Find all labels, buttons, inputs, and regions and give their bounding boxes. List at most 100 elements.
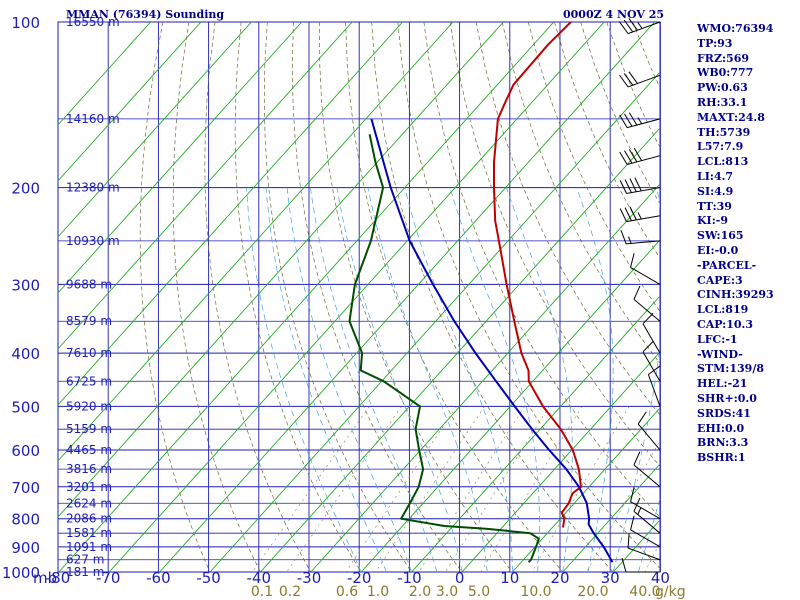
- index-item: TP:93: [697, 36, 733, 50]
- height-label: 9688 m: [66, 277, 112, 291]
- moist-adiabat-line: [638, 497, 660, 572]
- moist-adiabat-line: [310, 187, 438, 572]
- index-item: CAP:10.3: [697, 317, 754, 331]
- isotherm-line: [360, 239, 660, 572]
- wind-barb-half-flag: [637, 22, 643, 29]
- dry-adiabat-line: [397, 22, 660, 569]
- height-label: 5159 m: [66, 422, 112, 436]
- height-label: 8579 m: [66, 314, 112, 328]
- wind-barb-flag: [628, 112, 638, 126]
- index-item: PW:0.63: [697, 81, 748, 95]
- wind-barb-flag: [634, 177, 642, 192]
- index-item: EI:-0.0: [697, 243, 739, 257]
- index-item: SW:165: [697, 229, 744, 243]
- height-label: 2086 m: [66, 512, 112, 526]
- height-label: 6725 m: [66, 374, 112, 388]
- mixing-ratio-tick-label: 40.0: [629, 584, 660, 600]
- wind-barb-flag: [619, 74, 629, 88]
- wind-barb-flag: [619, 114, 628, 128]
- dry-adiabat-line: [172, 22, 261, 572]
- wind-barb-half-flag: [628, 236, 632, 244]
- isotherm-line: [58, 22, 202, 182]
- sounding-datetime: 0000Z 4 NOV 25: [563, 8, 665, 21]
- wind-barb-staff: [637, 423, 661, 451]
- wind-barb-staff: [627, 547, 661, 561]
- wind-barb-flag: [630, 487, 635, 502]
- wind-barb-flag: [628, 149, 638, 163]
- mixing-ratio-tick-label: 0.6: [336, 584, 358, 600]
- pressure-tick-label: 500: [11, 398, 40, 416]
- temperature-tick-label: 30: [601, 569, 620, 587]
- isotherm-line: [209, 71, 660, 572]
- wind-barb-staff: [633, 464, 661, 488]
- wind-barb-staff: [630, 266, 661, 285]
- wind-barb-flag: [628, 18, 638, 31]
- pressure-tick-label: 600: [11, 442, 40, 460]
- index-item: SRDS:41: [697, 406, 751, 420]
- index-item: L57:7.9: [697, 140, 744, 154]
- indices-panel: WMO:76394 TP:93 FRZ:569 WB0:777 PW:0.63 RH:33…: [697, 22, 774, 466]
- thermo-lines: [58, 22, 800, 572]
- moist-adiabat-line: [286, 187, 412, 572]
- index-item: MAXT:24.8: [697, 110, 765, 124]
- wind-barbs: [619, 18, 661, 573]
- wind-barb-flag: [619, 208, 627, 222]
- mixing-ratio-line: [418, 406, 525, 572]
- temperature-tick-label: -30: [297, 569, 322, 587]
- temperature-tick-label: 20: [550, 569, 569, 587]
- index-item: WMO:76394: [697, 22, 774, 35]
- temperature-tick-label: -80: [46, 569, 71, 587]
- wind-barb-flag: [623, 19, 634, 33]
- wind-barb-staff: [627, 74, 661, 88]
- wind-barb-staff: [642, 351, 661, 382]
- dry-adiabat-line: [234, 22, 362, 572]
- wind-barb-staff: [627, 21, 661, 35]
- wind-barb-flag: [619, 151, 628, 165]
- mixing-ratio-tick-label: 0.1: [251, 584, 273, 600]
- dry-adiabat-line: [501, 22, 660, 365]
- isotherm-line: [58, 22, 454, 462]
- wind-barb-flag: [648, 365, 661, 375]
- wind-barb-staff: [630, 529, 661, 548]
- index-item: FRZ:569: [697, 51, 750, 65]
- isotherm-line: [411, 295, 660, 572]
- moist-adiabat-line: [612, 187, 660, 572]
- wind-barb-flag: [637, 411, 647, 425]
- wind-barb-flag: [621, 557, 627, 573]
- moist-adiabat-line: [246, 187, 362, 572]
- index-item: RH:33.1: [697, 95, 748, 109]
- temperature-tick-label: -60: [146, 569, 171, 587]
- dewpoint-line: [348, 134, 540, 563]
- wind-barb-flag: [633, 285, 641, 300]
- mixing-ratio-tick-label: 1.0: [367, 584, 389, 600]
- mixing-ratio-line: [445, 406, 550, 572]
- temperature-tick-label: -40: [247, 569, 272, 587]
- dry-adiabat-line: [789, 22, 800, 572]
- mixing-ratio-tick-label: 5.0: [468, 584, 490, 600]
- wind-barb-flag: [624, 150, 633, 164]
- isotherm-line: [310, 183, 660, 572]
- index-item: -WIND-: [697, 347, 743, 361]
- index-item: EHI:0.0: [697, 421, 745, 435]
- temperature-tick-label: 0: [455, 569, 465, 587]
- height-label: 4465 m: [66, 443, 112, 457]
- height-label: 10930 m: [66, 234, 120, 248]
- temperature-tick-label: -70: [96, 569, 121, 587]
- dry-adiabat-line: [319, 22, 513, 572]
- temperature-tick-label: -10: [397, 569, 422, 587]
- isotherm-line: [58, 22, 504, 518]
- mixing-ratio-tick-label: 10.0: [520, 584, 551, 600]
- wind-barb-staff: [630, 501, 661, 520]
- height-label: 14160 m: [66, 112, 120, 126]
- moist-adiabat-line: [576, 187, 614, 572]
- dry-adiabat-line: [204, 22, 312, 572]
- wind-barb-flag: [624, 179, 632, 193]
- isotherm-line: [58, 22, 252, 238]
- chart-title: MMAN (76394) Sounding: [66, 8, 225, 21]
- pressure-tick-label: 900: [11, 539, 40, 557]
- wind-barb-flag: [629, 206, 637, 221]
- temperature-tick-label: 10: [500, 569, 519, 587]
- moist-adiabat-line: [336, 187, 463, 572]
